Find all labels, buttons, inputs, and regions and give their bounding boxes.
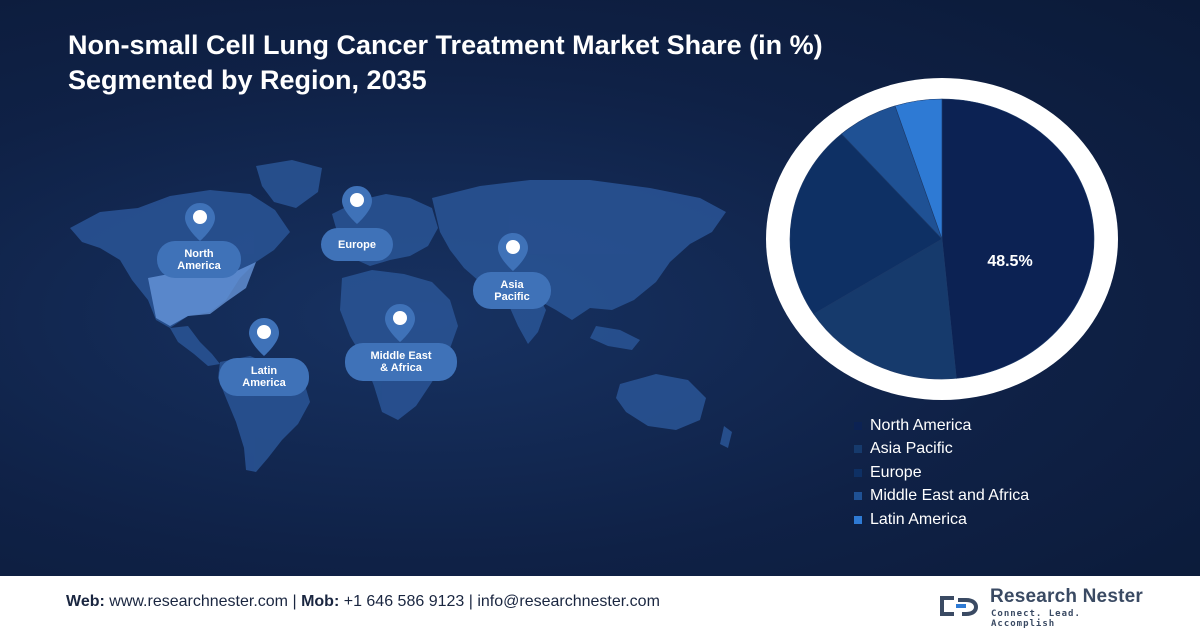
infographic-panel: Non-small Cell Lung Cancer Treatment Mar… [0,0,1200,576]
logo-tagline: Connect. Lead. Accomplish [991,609,1081,628]
chart-legend: North America Asia Pacific Europe Middle Ea… [854,414,1029,532]
legend-label: Middle East and Africa [870,487,1030,505]
pie-chart: 48.5% [766,78,1118,400]
legend-item: North America [854,414,1029,438]
legend-item: Middle East and Africa [854,485,1029,509]
research-nester-logo-icon [940,596,978,616]
phone-number[interactable]: +1 646 586 9123 [343,593,465,610]
region-label-latin-america: Latin America [219,358,309,396]
legend-swatch [854,468,862,477]
legend-swatch [854,515,862,524]
region-label-text: North [184,247,214,260]
pie-slice-latin-america [894,98,943,240]
chart-title: Non-small Cell Lung Cancer Treatment Mar… [68,28,968,98]
pie-slices [789,98,1095,380]
separator: | [468,593,473,610]
legend-item: Europe [854,461,1029,485]
region-label-text: Europe [338,238,376,251]
title-line-1: Non-small Cell Lung Cancer Treatment Mar… [68,30,823,60]
pie-slice-asia-pacific [813,238,957,380]
pie-data-label: 48.5% [987,253,1032,270]
location-pin-icon [249,318,279,356]
legend-label: Asia Pacific [870,440,953,458]
legend-label: North America [870,416,972,434]
location-pin-icon [385,304,415,342]
web-label: Web: [66,593,105,610]
legend-label: Latin America [870,510,967,528]
legend-swatch [854,421,862,430]
location-pin-icon [342,186,372,224]
legend-item: Asia Pacific [854,438,1029,462]
region-label-text: Middle East [370,350,432,362]
legend-label: Europe [870,463,922,481]
pie-slice-europe [789,133,943,315]
footer: Web: www.researchnester.com | Mob: +1 64… [0,576,1200,628]
web-link[interactable]: www.researchnester.com [109,593,288,610]
region-label-text: Latin [250,365,278,377]
legend-swatch [854,445,862,454]
research-nester-logo: Research Nester Connect. Lead. Accomplis… [936,584,1146,628]
location-pin-icon [185,203,215,241]
region-label-text: America [242,377,286,389]
contact-info: Web: www.researchnester.com | Mob: +1 64… [66,593,660,611]
separator: | [292,593,297,610]
legend-swatch [854,492,862,501]
location-pin-icon [498,233,528,271]
email-link[interactable]: info@researchnester.com [477,593,660,610]
region-label-text: America [177,259,221,272]
region-label-asia-pacific: Asia Pacific [473,272,551,309]
region-label-europe: Europe [321,228,393,261]
region-label-text: Pacific [494,290,530,303]
region-label-middle-east-africa: Middle East & Africa [345,343,457,381]
region-label-text: & Africa [380,362,422,374]
logo-name: Research Nester [990,586,1143,607]
region-label-text: Asia [500,278,524,291]
title-line-2: Segmented by Region, 2035 [68,65,427,95]
mob-label: Mob: [301,593,340,610]
legend-item: Latin America [854,508,1029,532]
region-label-north-america: North America [157,241,241,278]
pie-slice-north-america [941,98,1095,379]
